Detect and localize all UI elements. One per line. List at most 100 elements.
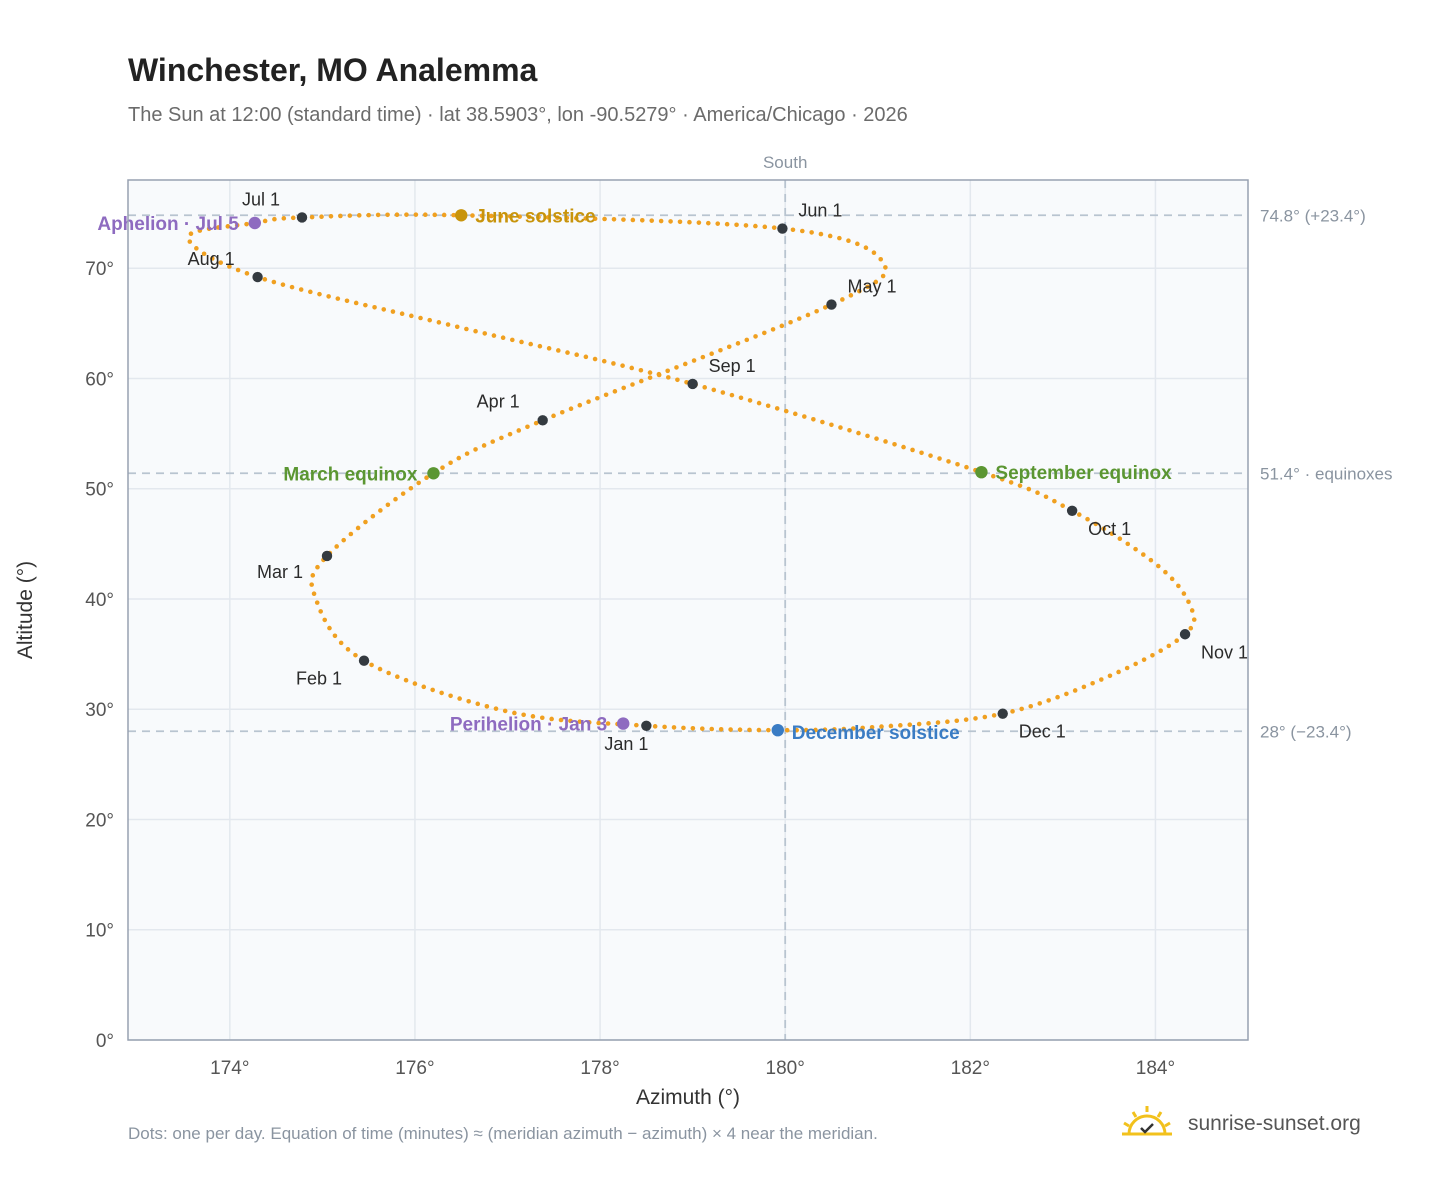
daily-dot <box>1186 599 1191 605</box>
daily-dot <box>416 480 421 486</box>
daily-dot <box>1166 643 1172 649</box>
y-axis-label: Altitude (°) <box>14 561 37 659</box>
daily-dot <box>510 337 515 343</box>
daily-dot <box>1133 661 1138 667</box>
daily-dot <box>309 582 314 587</box>
daily-dot <box>234 222 240 228</box>
y-tick-label: 70° <box>85 259 114 280</box>
daily-dot <box>521 712 526 718</box>
daily-dot <box>762 224 768 230</box>
daily-dot <box>448 693 453 699</box>
daily-dot <box>187 239 193 244</box>
daily-dot <box>356 213 362 218</box>
daily-dot <box>869 724 875 730</box>
daily-dot <box>720 390 726 395</box>
daily-dot <box>611 217 617 222</box>
daily-dot <box>779 323 785 329</box>
daily-dot <box>473 328 478 334</box>
daily-dot <box>946 459 951 464</box>
daily-dot <box>847 428 852 433</box>
daily-dot <box>790 227 796 233</box>
daily-dot <box>272 216 277 222</box>
daily-dot <box>630 217 636 223</box>
daily-dot <box>347 213 353 218</box>
daily-dot <box>427 317 433 323</box>
daily-dot <box>765 403 771 409</box>
month-label: Sep 1 <box>709 356 756 376</box>
daily-dot <box>322 617 328 623</box>
daily-dot <box>709 351 714 356</box>
daily-dot <box>883 265 888 270</box>
daily-dot <box>647 375 653 380</box>
daily-dot <box>805 312 811 318</box>
daily-dot <box>973 716 978 721</box>
daily-dot <box>348 531 354 537</box>
month-markers: Jan 1 Feb 1 Mar 1 Apr 1 May 1 Jun 1 Jul 1 Aug 1… <box>188 189 1249 753</box>
daily-dot <box>796 316 802 321</box>
daily-dot <box>649 218 655 223</box>
month-label: Dec 1 <box>1019 722 1066 742</box>
daily-dot <box>592 356 598 362</box>
daily-dot <box>473 447 478 452</box>
daily-dot <box>1072 688 1078 693</box>
month-label: Feb 1 <box>296 669 342 689</box>
daily-dot <box>744 337 750 343</box>
daily-dot <box>1076 512 1082 517</box>
daily-dot <box>857 288 862 294</box>
daily-dot <box>194 246 199 251</box>
daily-dot <box>832 727 837 732</box>
x-tick-label: 176° <box>395 1058 434 1079</box>
daily-dot <box>756 400 762 406</box>
daily-dot <box>702 385 708 390</box>
daily-dot <box>737 727 743 733</box>
daily-dot <box>892 441 897 447</box>
daily-dot <box>430 687 435 693</box>
daily-dot <box>375 212 381 218</box>
daily-dot <box>436 320 442 325</box>
daily-dot <box>308 289 313 295</box>
daily-dot <box>556 348 561 353</box>
daily-dot <box>794 727 799 733</box>
daily-dot <box>605 721 611 726</box>
daily-dot <box>883 439 888 444</box>
daily-dot <box>916 721 922 727</box>
daily-dot <box>526 214 532 220</box>
daily-dot <box>424 475 429 481</box>
daily-dot <box>822 305 828 310</box>
daily-dot <box>726 344 732 350</box>
daily-dot <box>1017 483 1023 488</box>
daily-dot <box>558 717 564 723</box>
month-marker <box>321 550 333 562</box>
reference-label: 51.4° · equinoxes <box>1260 464 1393 483</box>
daily-dot <box>311 591 317 597</box>
y-tick-label: 50° <box>85 480 114 501</box>
daily-dot <box>1141 552 1146 557</box>
daily-dot <box>409 313 414 319</box>
daily-dot <box>568 406 574 412</box>
daily-dot <box>327 625 332 631</box>
daily-dot <box>310 573 316 578</box>
event-label: September equinox <box>995 463 1172 484</box>
daily-dot <box>945 719 950 724</box>
daily-dot <box>682 361 688 367</box>
daily-dot <box>528 341 534 347</box>
event-marker <box>975 465 988 479</box>
daily-dot <box>1052 498 1057 504</box>
daily-dot <box>1035 490 1040 496</box>
daily-dot <box>372 304 377 310</box>
daily-dot <box>439 690 444 696</box>
daily-dot <box>1150 652 1155 658</box>
reference-label: 28° (−23.4°) <box>1260 722 1352 741</box>
daily-dot <box>555 215 560 220</box>
daily-dot <box>1133 546 1138 552</box>
daily-dot <box>262 218 268 224</box>
daily-dot <box>244 221 249 227</box>
daily-dot <box>464 326 469 332</box>
daily-dot <box>603 392 609 398</box>
brand[interactable]: sunrise-sunset.org <box>1120 1104 1361 1144</box>
daily-dot <box>574 352 579 358</box>
month-marker <box>641 720 652 731</box>
daily-dots <box>187 212 1197 733</box>
daily-dot <box>901 444 906 450</box>
daily-dot <box>1081 684 1087 690</box>
